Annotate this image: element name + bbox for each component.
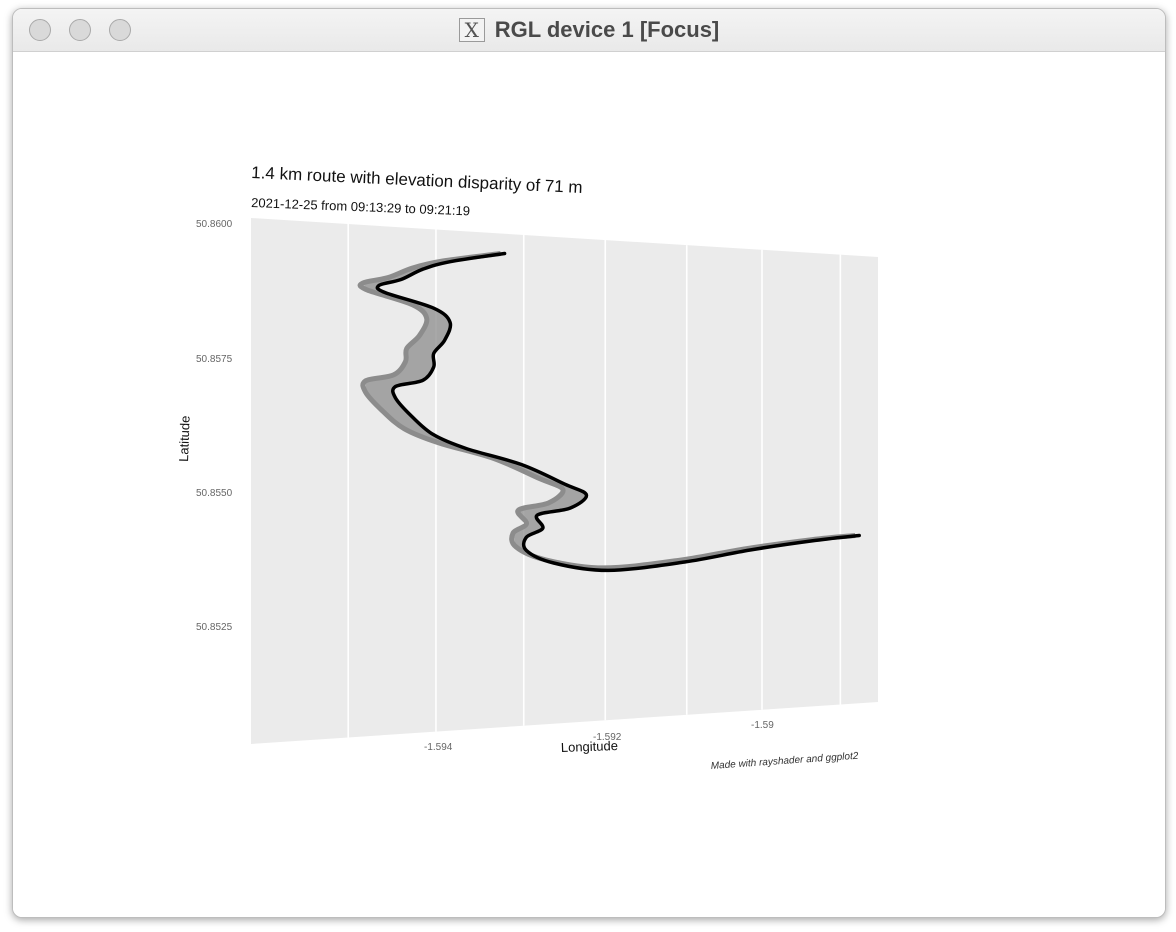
y-tick-label: 50.8575 [196,354,233,365]
window-title: RGL device 1 [Focus] [494,17,720,42]
y-tick-label: 50.8600 [196,219,233,230]
zoom-window-button[interactable] [109,19,131,41]
x11-icon: X [458,18,485,42]
x-tick-label: -1.594 [424,742,453,753]
route-line [375,251,861,573]
chart-title: 1.4 km route with elevation disparity of… [251,163,583,197]
rayshader-plot[interactable]: 1.4 km route with elevation disparity of… [13,52,1165,917]
plot-caption: Made with rayshader and ggplot2 [710,751,859,772]
minimize-window-button[interactable] [69,19,91,41]
x-axis-label: Longitude [561,738,619,755]
rgl-canvas[interactable]: 1.4 km route with elevation disparity of… [13,52,1165,917]
y-tick-label: 50.8550 [196,488,233,499]
x-tick-label: -1.592 [593,732,622,743]
title-bar[interactable]: X RGL device 1 [Focus] [13,9,1165,52]
window-title-group: X RGL device 1 [Focus] [13,9,1165,51]
y-tick-label: 50.8525 [196,622,233,633]
chart-subtitle: 2021-12-25 from 09:13:29 to 09:21:19 [251,195,470,218]
rgl-device-window: X RGL device 1 [Focus] 1.4 km route with… [12,8,1166,918]
x-tick-label: -1.59 [751,720,774,731]
close-window-button[interactable] [29,19,51,41]
plot-panel [251,218,878,744]
y-axis-label: Latitude [176,415,193,462]
